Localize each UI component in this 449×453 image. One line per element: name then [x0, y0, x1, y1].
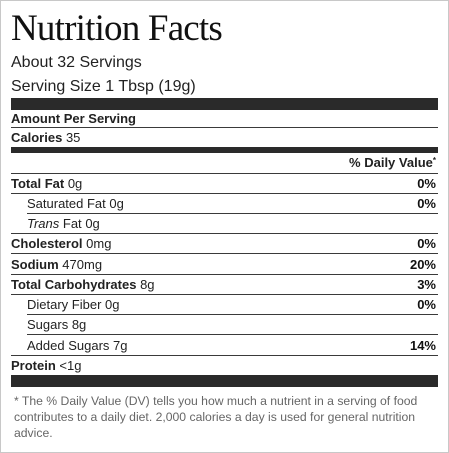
added-sugars-dv: 14%: [409, 338, 436, 353]
divider: [11, 253, 438, 254]
sugars-amount: 8g: [71, 317, 87, 332]
divider: [11, 294, 438, 295]
daily-value-header: % Daily Value*: [349, 155, 436, 171]
dietary-fiber-label: Dietary Fiber: [27, 297, 102, 312]
dietary-fiber-row: Dietary Fiber 0g: [27, 297, 120, 313]
total-carbs-label: Total Carbohydrates: [11, 277, 137, 292]
divider: [11, 355, 438, 356]
trans-fat-label-rest: Fat: [62, 216, 82, 231]
divider: [11, 173, 438, 174]
total-fat-label: Total Fat: [11, 176, 65, 191]
total-carbs-row: Total Carbohydrates 8g: [11, 277, 155, 293]
trans-fat-label: Trans: [27, 216, 60, 231]
daily-value-header-text: % Daily Value: [349, 155, 433, 170]
added-sugars-amount: 7g: [113, 338, 128, 353]
calories-row: Calories 35: [11, 130, 80, 146]
added-sugars-label: Added Sugars: [27, 338, 110, 353]
total-fat-amount: 0g: [67, 176, 83, 191]
cholesterol-label: Cholesterol: [11, 236, 83, 251]
dietary-fiber-amount: 0g: [105, 297, 120, 312]
divider: [27, 334, 438, 335]
dietary-fiber-dv: 0%: [417, 297, 436, 312]
total-fat-dv: 0%: [417, 176, 436, 191]
divider: [11, 274, 438, 275]
divider: [11, 127, 438, 128]
total-carbs-dv: 3%: [417, 277, 436, 292]
trans-fat-row: Trans Fat 0g: [27, 216, 100, 232]
thick-divider: [11, 375, 438, 387]
serving-size: Serving Size 1 Tbsp (19g): [11, 78, 196, 95]
calories-value: 35: [65, 130, 81, 145]
saturated-fat-row: Saturated Fat 0g: [27, 196, 124, 212]
added-sugars-row: Added Sugars 7g: [27, 338, 128, 354]
daily-value-marker: *: [432, 156, 436, 165]
saturated-fat-label: Saturated Fat: [27, 196, 106, 211]
servings-per-container: About 32 Servings: [11, 54, 142, 71]
sugars-label: Sugars: [27, 317, 69, 332]
sugars-row: Sugars 8g: [27, 317, 86, 333]
saturated-fat-amount: 0g: [109, 196, 124, 211]
cholesterol-amount: 0mg: [86, 236, 112, 251]
total-fat-row: Total Fat 0g: [11, 176, 82, 192]
divider: [11, 233, 438, 234]
thick-divider: [11, 98, 438, 110]
protein-row: Protein <1g: [11, 358, 81, 374]
trans-fat-amount: 0g: [85, 216, 100, 231]
label-title: Nutrition Facts: [11, 8, 223, 49]
sodium-amount: 470mg: [62, 257, 103, 272]
cholesterol-row: Cholesterol 0mg: [11, 236, 111, 252]
total-carbs-amount: 8g: [140, 277, 155, 292]
medium-divider: [11, 147, 438, 153]
amount-per-serving: Amount Per Serving: [11, 111, 136, 126]
protein-label: Protein: [11, 358, 56, 373]
sodium-dv: 20%: [409, 257, 436, 272]
footnote: * The % Daily Value (DV) tells you how m…: [14, 394, 418, 440]
divider: [11, 193, 438, 194]
saturated-fat-dv: 0%: [417, 196, 436, 211]
sodium-row: Sodium 470mg: [11, 257, 102, 273]
calories-label: Calories: [11, 130, 63, 145]
sodium-label: Sodium: [11, 257, 59, 272]
cholesterol-dv: 0%: [417, 236, 436, 251]
protein-amount: <1g: [59, 358, 82, 373]
divider: [27, 213, 438, 214]
divider: [27, 314, 438, 315]
